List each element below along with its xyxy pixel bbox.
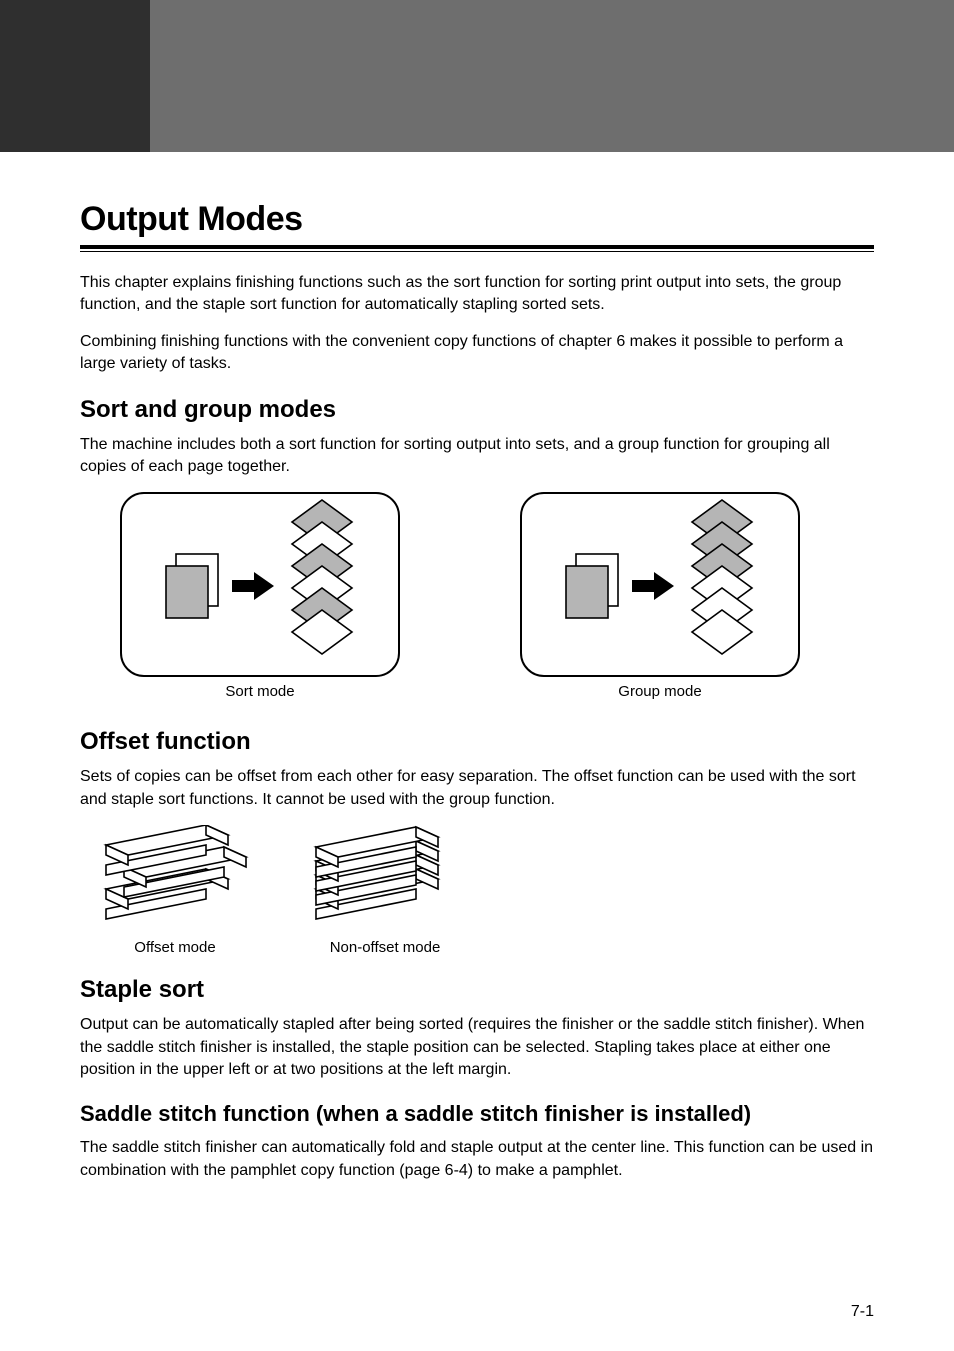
page-footer: 7-1	[851, 1303, 874, 1321]
group-diagram-svg	[522, 494, 802, 679]
heading-offset: Offset function	[80, 728, 874, 756]
header-gray-band	[150, 0, 954, 152]
page-title: Output Modes	[80, 200, 874, 239]
output-stack-group	[692, 500, 752, 654]
content-area: Output Modes This chapter explains finis…	[80, 200, 874, 1196]
intro-para-2: Combining finishing functions with the c…	[80, 331, 874, 376]
diagram-label-group: Group mode	[618, 683, 701, 700]
nonoffset-stack-svg	[310, 825, 460, 935]
heading-staple: Staple sort	[80, 976, 874, 1004]
sort-diagram-svg	[122, 494, 402, 679]
offset-stack-svg	[100, 825, 250, 935]
title-rule-thick	[80, 245, 874, 249]
diagram-block-sort: Sort mode	[120, 492, 400, 700]
heading-sort-group: Sort and group modes	[80, 396, 874, 424]
diagram-frame-sort	[120, 492, 400, 677]
arrow-icon	[232, 572, 274, 600]
nonoffset-block: Non-offset mode	[310, 825, 460, 956]
input-pages-icon	[566, 554, 618, 618]
sort-group-diagram-row: Sort mode	[120, 492, 874, 700]
saddle-body: The saddle stitch finisher can automatic…	[80, 1137, 874, 1182]
heading-saddle: Saddle stitch function (when a saddle st…	[80, 1101, 874, 1127]
intro-para-1: This chapter explains finishing function…	[80, 272, 874, 317]
offset-label: Offset mode	[134, 939, 215, 956]
offset-block: Offset mode	[100, 825, 250, 956]
offset-body: Sets of copies can be offset from each o…	[80, 766, 874, 811]
output-stack-sort	[292, 500, 352, 654]
offset-diagram-row: Offset mode	[100, 825, 874, 956]
diagram-frame-group	[520, 492, 800, 677]
staple-body: Output can be automatically stapled afte…	[80, 1014, 874, 1081]
diagram-block-group: Group mode	[520, 492, 800, 700]
input-pages-icon	[166, 554, 218, 618]
nonoffset-label: Non-offset mode	[330, 939, 441, 956]
arrow-icon	[632, 572, 674, 600]
header-dark-band	[0, 0, 150, 152]
diagram-label-sort: Sort mode	[225, 683, 294, 700]
title-rule-thin	[80, 251, 874, 252]
sort-group-lead: The machine includes both a sort functio…	[80, 434, 874, 479]
